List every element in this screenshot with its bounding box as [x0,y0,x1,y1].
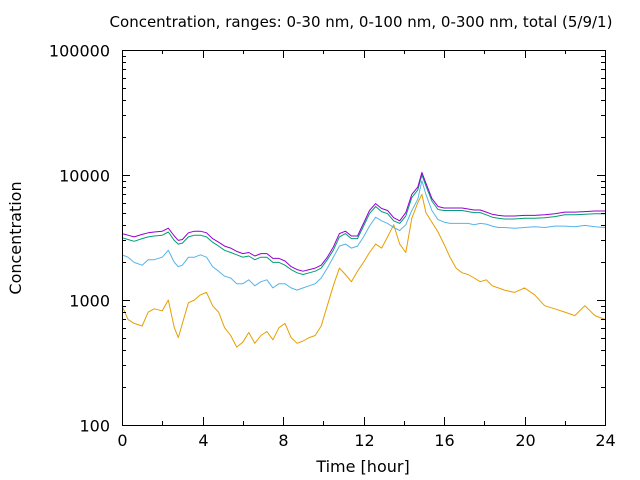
x-tick-label: 8 [278,431,288,450]
series-line-4 [121,171,605,272]
tick-layer: 0 4 8 12 16 20 24 100 1000 10000 100000 [49,42,616,451]
x-tick-label: 0 [117,431,127,450]
series-line-2 [121,180,606,291]
plot-frame [122,50,606,426]
series-layer [121,171,606,348]
y-tick-label: 10000 [59,167,110,186]
x-tick-label: 24 [595,431,615,450]
series-line-1 [121,193,606,348]
x-axis-label: Time [hour] [315,457,409,476]
chart-title: Concentration, ranges: 0-30 nm, 0-100 nm… [110,13,613,31]
y-axis-label: Concentration [6,181,25,294]
y-tick-label: 100 [79,417,110,436]
x-tick-label: 20 [515,431,535,450]
series-line-3 [121,174,605,275]
x-tick-label: 12 [354,431,374,450]
y-tick-label: 1000 [69,292,110,311]
x-tick-label: 16 [434,431,454,450]
y-tick-label: 100000 [49,42,110,61]
x-tick-label: 4 [198,431,208,450]
